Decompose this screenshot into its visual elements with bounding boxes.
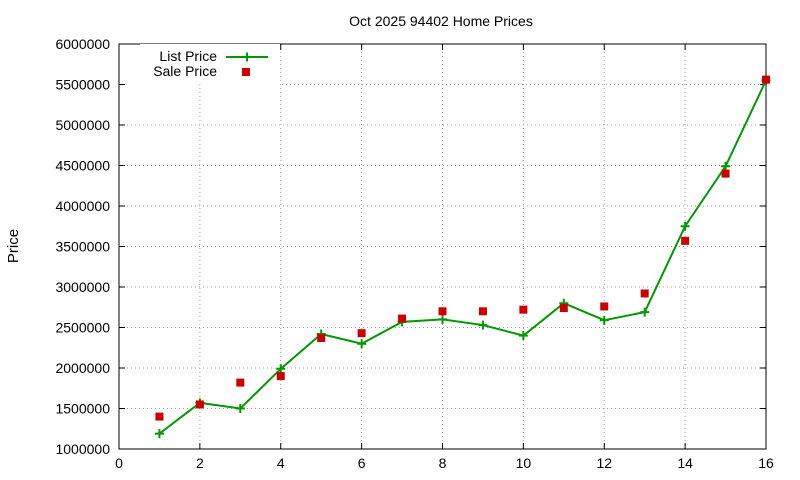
data-point [276,372,285,381]
x-tick-label: 12 [596,455,612,471]
x-tick-label: 14 [677,455,693,471]
x-tick-label: 6 [358,455,366,471]
y-tick-label: 3500000 [55,239,110,255]
data-point [276,364,286,374]
data-point [721,169,730,178]
y-tick-label: 2500000 [55,320,110,336]
data-point [155,412,164,421]
x-tick-label: 2 [196,455,204,471]
data-point [640,289,649,298]
data-point [680,221,690,231]
y-tick-label: 4000000 [55,198,110,214]
y-tick-label: 2000000 [55,360,110,376]
data-point [317,334,326,343]
data-point [235,404,245,413]
data-point [721,161,731,171]
legend-background [140,44,280,82]
data-point [438,314,447,324]
data-point [600,302,609,311]
series-line [158,80,767,435]
x-tick-label: 4 [277,455,285,471]
x-tick-label: 10 [516,455,532,471]
x-axis-ticks: 0 2 4 6 8 10 12 14 16 [115,44,774,471]
data-point [236,378,245,387]
legend-marker-sale-price [242,68,250,76]
data-point [478,320,488,330]
y-axis-ticks: 1000000 1500000 2000000 2500000 3000000 35000… [55,36,766,457]
legend-marker-list-price [242,52,252,62]
x-tick-label: 8 [439,455,447,471]
data-point [559,304,568,313]
legend-label-list-price: List Price [159,48,217,64]
data-point [599,315,609,325]
data-point [195,400,204,409]
legend-label-sale-price: Sale Price [153,63,217,79]
data-point [640,307,650,317]
plot-series [154,75,771,439]
data-point [357,339,367,349]
y-tick-label: 4500000 [55,158,110,174]
y-tick-label: 5000000 [55,117,110,133]
series-sale-price [155,75,770,421]
data-point [478,307,487,316]
data-point [519,305,528,314]
x-tick-label: 16 [758,455,774,471]
y-axis-label: Price [5,229,22,263]
y-tick-label: 1000000 [55,441,110,457]
data-point [681,236,690,245]
data-point [762,75,770,84]
y-tick-label: 3000000 [55,279,110,295]
data-point [438,307,447,316]
y-tick-label: 5500000 [55,77,110,93]
y-tick-label: 6000000 [55,36,110,52]
chart-title: Oct 2025 94402 Home Prices [349,13,533,29]
data-point [518,331,528,341]
data-point [398,314,407,323]
x-tick-label: 0 [115,455,123,471]
y-tick-label: 1500000 [55,401,110,417]
data-point [154,429,164,439]
legend: List Price Sale Price [140,44,280,82]
grid [119,44,766,449]
data-point [357,329,366,338]
